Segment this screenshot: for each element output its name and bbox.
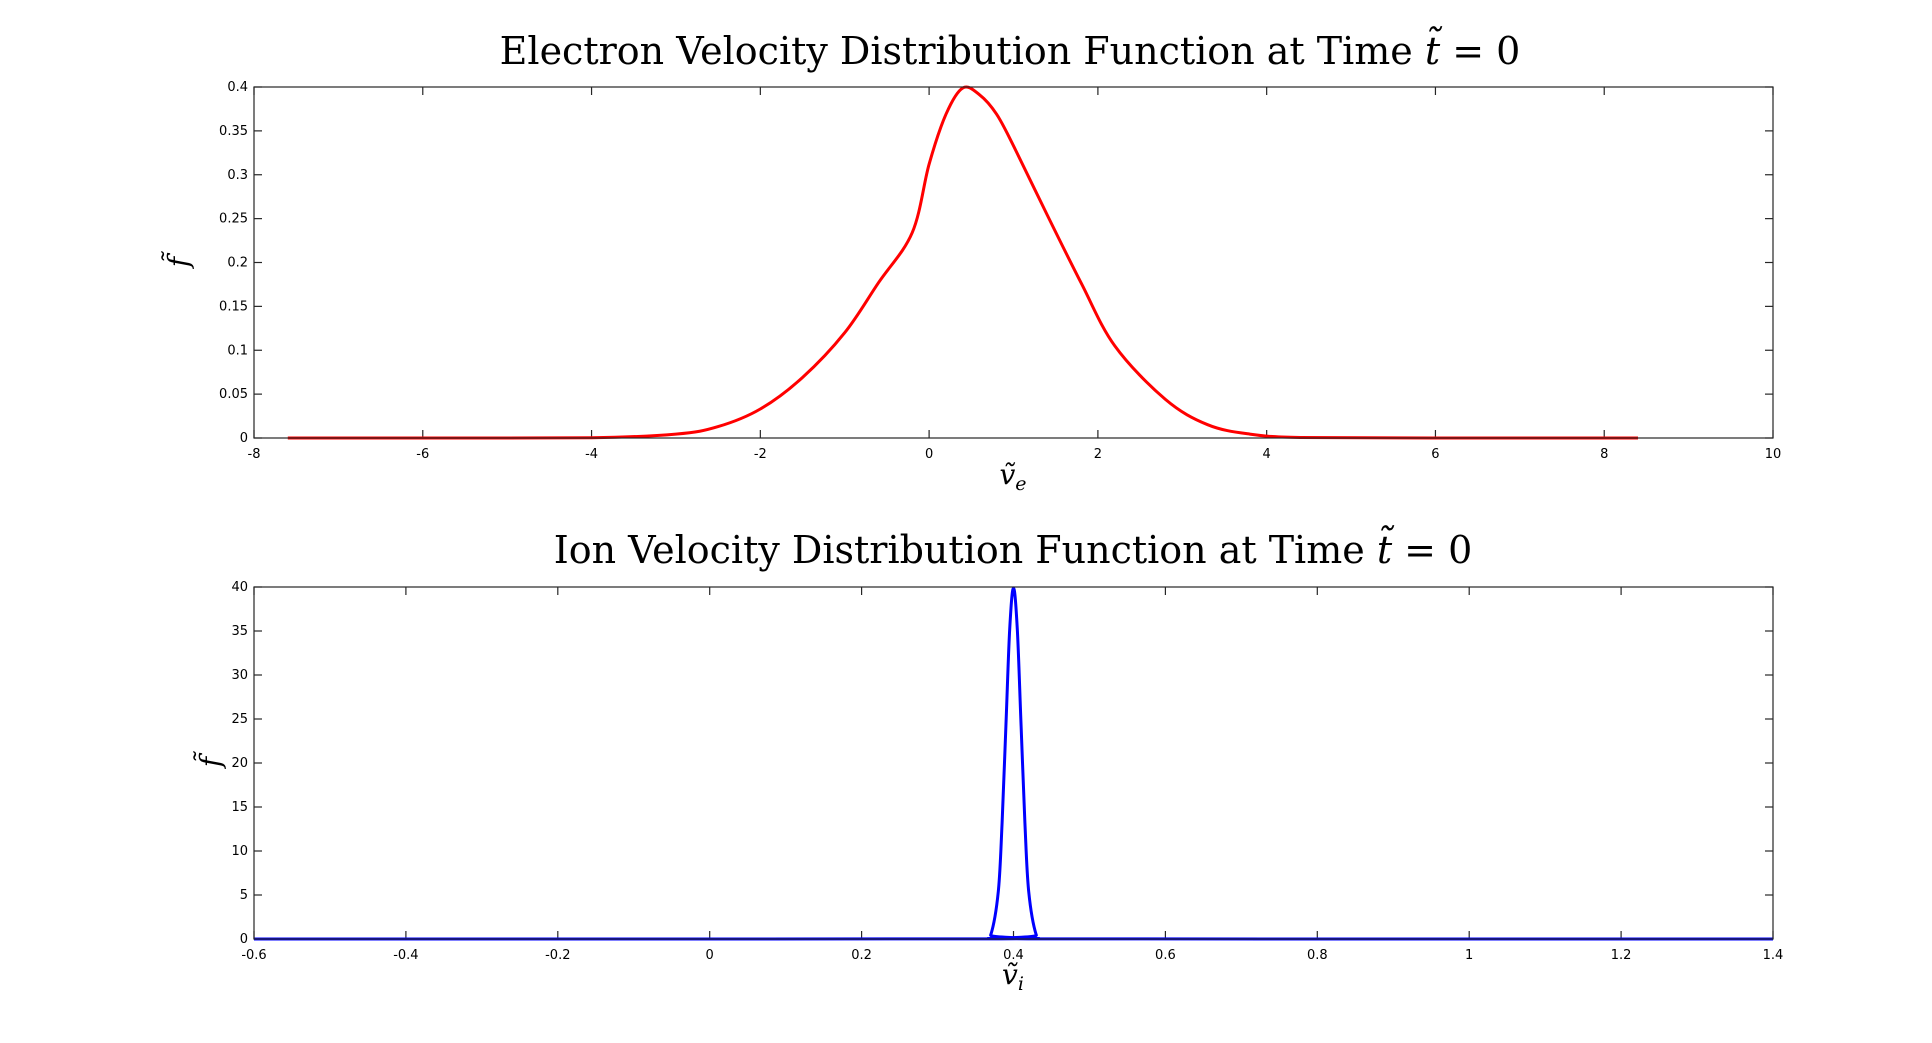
ion-x-tick-label: -0.6 <box>241 948 266 963</box>
ion-panel: Ion Velocity Distribution Function at Ti… <box>193 525 1783 995</box>
ion-title-t: t̃ <box>1377 525 1395 572</box>
ion-xlabel-sub: i <box>1018 973 1024 995</box>
electron-axis-ticks: -8 -6 -4 -2 0 2 4 6 8 10 0 0.05 0.1 0.15 0.2 0.25 0.3 0.3… <box>219 80 1781 462</box>
ion-title-eq: = 0 <box>1392 528 1472 572</box>
ion-x-tick-label: 0.8 <box>1307 948 1328 963</box>
electron-y-tick-label: 0.2 <box>227 256 248 271</box>
electron-x-tick-label: 0 <box>925 447 933 462</box>
ion-chart-title: Ion Velocity Distribution Function at Ti… <box>554 525 1473 572</box>
electron-title-t: t̃ <box>1425 26 1443 73</box>
electron-y-tick-label: 0 <box>240 431 248 446</box>
electron-y-tick-label: 0.25 <box>219 212 248 227</box>
electron-x-tick-label: -6 <box>416 447 429 462</box>
electron-x-tick-label: 8 <box>1600 447 1608 462</box>
ion-x-tick-label: 0.4 <box>1003 948 1024 963</box>
ion-y-tick-label: 40 <box>231 580 248 595</box>
electron-x-axis-label: ṽe <box>999 458 1026 495</box>
ion-x-tick-label: 0 <box>706 948 714 963</box>
ion-x-tick-label: 0.6 <box>1155 948 1176 963</box>
electron-title-eq: = 0 <box>1440 29 1520 73</box>
ion-y-tick-label: 0 <box>240 932 248 947</box>
electron-y-tick-label: 0.1 <box>227 343 248 358</box>
ion-x-tick-label: 1 <box>1465 948 1473 963</box>
ion-y-tick-label: 35 <box>231 624 248 639</box>
ion-y-tick-label: 10 <box>231 844 248 859</box>
electron-panel: Electron Velocity Distribution Function … <box>161 26 1781 495</box>
ion-y-tick-label: 20 <box>231 756 248 771</box>
ion-y-tick-label: 15 <box>231 800 248 815</box>
electron-x-tick-label: 6 <box>1431 447 1439 462</box>
electron-x-tick-label: -8 <box>248 447 261 462</box>
ion-x-axis-label: ṽi <box>1002 958 1024 995</box>
ion-plot-frame <box>253 586 1774 940</box>
ion-x-tick-label: -0.4 <box>393 948 418 963</box>
electron-y-tick-label: 0.35 <box>219 124 248 139</box>
ion-x-tick-label: 0.2 <box>851 948 872 963</box>
electron-x-tick-label: 2 <box>1094 447 1102 462</box>
electron-chart-title: Electron Velocity Distribution Function … <box>500 26 1521 73</box>
electron-x-tick-label: -4 <box>585 447 598 462</box>
electron-x-tick-label: 10 <box>1765 447 1782 462</box>
ion-axis-ticks: -0.6 -0.4 -0.2 0 0.2 0.4 0.6 0.8 1 1.2 1.4 0 5 10 15 20… <box>231 580 1783 963</box>
ion-y-tick-label: 25 <box>231 712 248 727</box>
electron-xlabel-v: ṽ <box>999 458 1015 491</box>
electron-plot-frame <box>253 86 1774 439</box>
ion-y-tick-label: 5 <box>240 888 248 903</box>
electron-y-tick-label: 0.15 <box>219 299 248 314</box>
ion-title-text: Ion Velocity Distribution Function at Ti… <box>554 528 1377 572</box>
electron-title-text: Electron Velocity Distribution Function … <box>500 29 1425 73</box>
ion-y-tick-label: 30 <box>231 668 248 683</box>
ion-xlabel-v: ṽ <box>1002 958 1018 991</box>
electron-y-tick-label: 0.05 <box>219 387 248 402</box>
electron-x-tick-label: 4 <box>1263 447 1271 462</box>
electron-xlabel-sub: e <box>1015 473 1026 495</box>
electron-y-tick-label: 0.3 <box>227 168 248 183</box>
ion-x-tick-label: 1.4 <box>1763 948 1784 963</box>
electron-x-tick-label: -2 <box>754 447 767 462</box>
electron-y-tick-label: 0.4 <box>227 80 248 95</box>
ion-x-tick-label: -0.2 <box>545 948 570 963</box>
ion-x-tick-label: 1.2 <box>1611 948 1632 963</box>
